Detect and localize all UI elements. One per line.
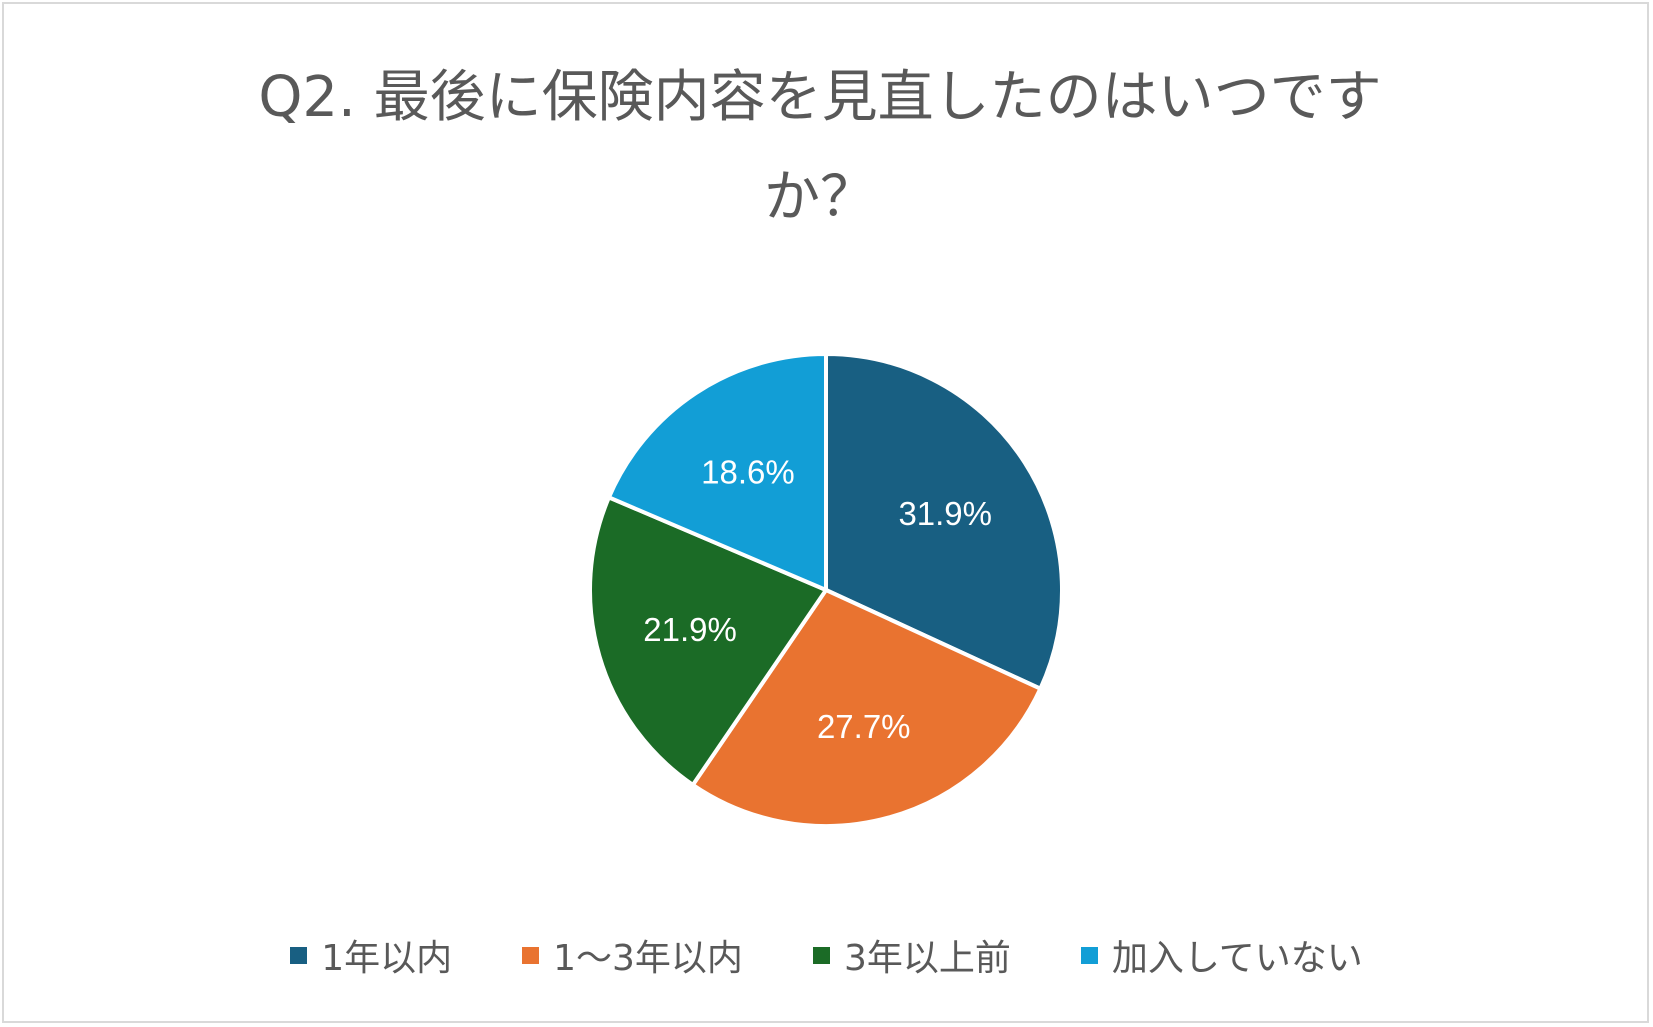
chart-title: Q2. 最後に保険内容を見直したのはいつです か？ xyxy=(180,48,1460,248)
legend-label-1: 1～3年以内 xyxy=(553,938,743,979)
data-label-0: 31.9% xyxy=(898,495,992,532)
legend-label-0: 1年以内 xyxy=(321,938,453,979)
legend-swatch-2 xyxy=(812,946,830,964)
chart-title-line-1: Q2. 最後に保険内容を見直したのはいつです xyxy=(258,65,1382,130)
data-label-1: 27.7% xyxy=(817,708,911,745)
legend-swatch-0 xyxy=(290,946,308,964)
legend-item-0: 1年以内 xyxy=(290,929,452,981)
legend-label-2: 3年以上前 xyxy=(843,938,1011,979)
legend-item-1: 1～3年以内 xyxy=(522,929,743,981)
legend-item-3: 加入していない xyxy=(1080,929,1363,981)
legend-item-2: 3年以上前 xyxy=(812,929,1011,981)
legend-swatch-3 xyxy=(1080,946,1098,964)
chart-title-line-2: か？ xyxy=(764,165,876,230)
pie-slice-2 xyxy=(588,495,828,787)
chart-legend: 1年以内 1～3年以内 3年以上前 加入していない xyxy=(0,930,1653,980)
legend-swatch-1 xyxy=(522,946,540,964)
pie-slice-1 xyxy=(690,588,1043,828)
pie-slice-3 xyxy=(606,352,828,592)
data-label-3: 18.6% xyxy=(701,453,795,490)
data-label-2: 21.9% xyxy=(643,611,737,648)
legend-label-3: 加入していない xyxy=(1111,938,1363,979)
pie-slice-0 xyxy=(824,352,1064,691)
